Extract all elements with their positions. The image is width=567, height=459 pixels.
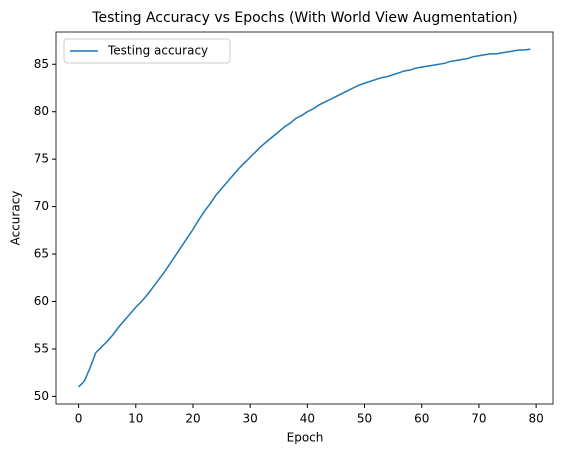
x-tick-label: 80 <box>528 412 543 426</box>
legend-box <box>63 38 231 64</box>
y-tick-label: 75 <box>34 152 49 166</box>
y-tick-label: 85 <box>34 57 49 71</box>
x-tick-label: 30 <box>243 412 258 426</box>
y-tick-label: 65 <box>34 247 49 261</box>
x-tick-label: 50 <box>357 412 372 426</box>
data-line <box>78 48 531 388</box>
x-tick-label: 20 <box>185 412 200 426</box>
y-tick-label: 60 <box>34 294 49 308</box>
legend-label: Testing accuracy <box>107 44 208 58</box>
y-tick-label: 70 <box>34 199 49 213</box>
y-tick-label: 80 <box>34 104 49 118</box>
x-axis-label: Epoch <box>287 431 324 445</box>
x-tick-label: 40 <box>300 412 315 426</box>
y-tick-label: 50 <box>34 389 49 403</box>
x-tick-label: 0 <box>75 412 83 426</box>
x-tick-label: 60 <box>414 412 429 426</box>
y-axis-label: Accuracy <box>9 191 23 246</box>
plot-frame <box>55 31 554 405</box>
x-tick-label: 70 <box>471 412 486 426</box>
y-tick-label: 55 <box>34 341 49 355</box>
chart-title: Testing Accuracy vs Epochs (With World V… <box>91 10 517 26</box>
x-tick-label: 10 <box>128 412 143 426</box>
